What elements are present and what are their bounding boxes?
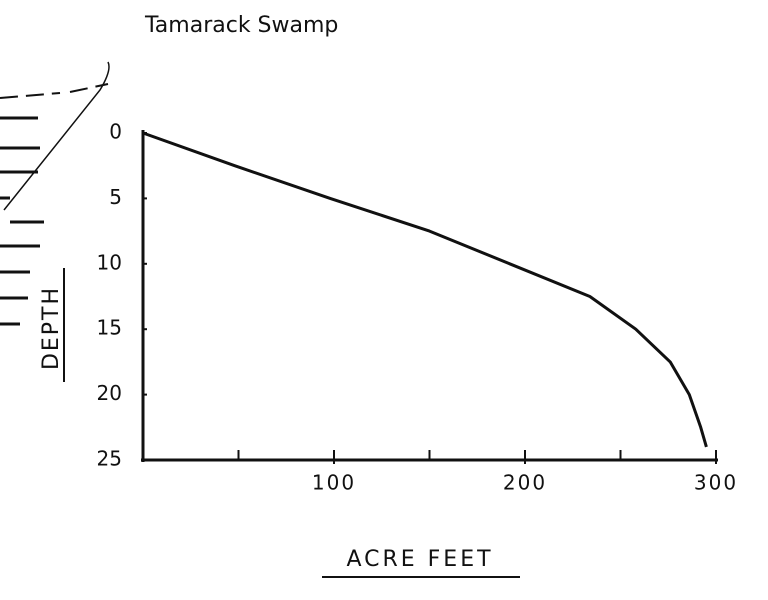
y-axis-title: DEPTH xyxy=(39,286,64,370)
page: {"chart_data": {"type": "line", "title":… xyxy=(0,0,768,596)
x-tick-label: 100 xyxy=(312,471,356,495)
y-tick-label: 20 xyxy=(97,381,122,405)
y-tick-label: 0 xyxy=(109,120,122,144)
data-line xyxy=(143,133,706,447)
y-tick-label: 15 xyxy=(97,316,122,340)
x-axis-title: ACRE FEET xyxy=(346,547,493,572)
lake-sketch xyxy=(0,62,109,324)
chart-title: Tamarack Swamp xyxy=(144,13,338,38)
x-tick-label: 300 xyxy=(694,471,738,495)
y-tick-label: 10 xyxy=(97,250,122,274)
y-tick-label: 25 xyxy=(97,447,122,471)
x-tick-label: 200 xyxy=(503,471,547,495)
y-tick-label: 5 xyxy=(109,185,122,209)
chart: Tamarack Swamp DEPTH ACRE FEET 0 5 10 15 20 2… xyxy=(0,0,768,596)
